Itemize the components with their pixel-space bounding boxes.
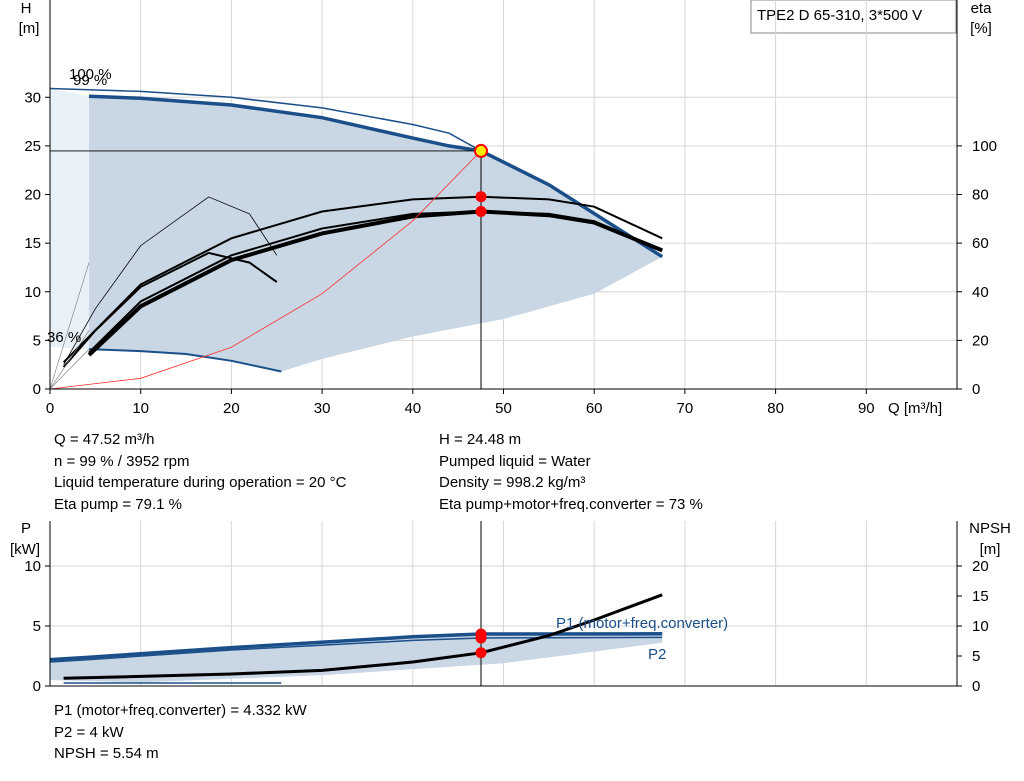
h-tick-label: 30 xyxy=(24,89,41,106)
q-tick-label: 80 xyxy=(767,400,784,417)
title-box-text: TPE2 D 65-310, 3*500 V xyxy=(757,7,922,24)
p2-series-label: P2 xyxy=(648,646,666,663)
low-flow-area xyxy=(50,88,90,350)
upper-curves xyxy=(49,87,664,390)
eta-total-point xyxy=(475,206,487,218)
info-density: Density = 998.2 kg/m³ xyxy=(439,474,586,491)
p-axis-label: P xyxy=(21,520,31,537)
eta-tick-label: 20 xyxy=(972,332,989,349)
npsh-tick-label: 15 xyxy=(972,588,989,605)
q-tick-label: 0 xyxy=(46,400,54,417)
eta-axis-label: eta xyxy=(971,0,993,17)
origin-guide-line xyxy=(49,262,90,390)
q-tick-label: 30 xyxy=(314,400,331,417)
h-tick-label: 25 xyxy=(24,138,41,155)
q-tick-label: 50 xyxy=(495,400,512,417)
eta-curve-36-thin xyxy=(63,196,278,365)
title-box: TPE2 D 65-310, 3*500 V xyxy=(750,0,957,34)
curve-label-99: 99 % xyxy=(73,72,107,89)
p-tick-label: 5 xyxy=(33,618,41,635)
p2-curve xyxy=(49,636,663,663)
q-tick-label: 20 xyxy=(223,400,240,417)
lower-plot: 0 5 10 0 5 10 15 20 P [kW] NPSH [m] P1 (motor+f… xyxy=(10,520,1011,695)
p-tick-label: 0 xyxy=(33,678,41,695)
info-flow: Q = 47.52 m³/h xyxy=(54,431,155,448)
upper-plot: 0 10 20 30 40 50 60 70 80 90 0 5 10 15 20 25 30 0 20 40 60 80… xyxy=(19,0,997,417)
h-tick-label: 5 xyxy=(33,332,41,349)
eta-tick-label: 40 xyxy=(972,284,989,301)
curve-label-100: 100 % xyxy=(69,66,112,83)
duty-point xyxy=(474,143,489,158)
npsh-tick-label: 0 xyxy=(972,678,980,695)
qh-curve-99 xyxy=(88,94,664,259)
eta-axis-unit: [%] xyxy=(970,20,992,37)
info-right: H = 24.48 m Pumped liquid = Water Densit… xyxy=(439,429,703,515)
p-axis-unit: [kW] xyxy=(10,541,40,558)
info-speed: n = 99 % / 3952 rpm xyxy=(54,452,190,470)
info-liquid: Pumped liquid = Water xyxy=(439,452,591,470)
qh-curve-36 xyxy=(88,348,282,373)
eta-tick-label: 0 xyxy=(972,381,980,398)
operating-area xyxy=(50,88,663,372)
npsh-curve xyxy=(63,593,663,680)
q-tick-label: 70 xyxy=(677,400,694,417)
info-left: Q = 47.52 m³/h n = 99 % / 3952 rpm Liqui… xyxy=(54,429,346,515)
p-tick-label: 10 xyxy=(24,558,41,575)
eta-tick-label: 100 xyxy=(972,138,997,155)
eta-tick-label: 80 xyxy=(972,187,989,204)
h-axis-label: H xyxy=(21,0,32,17)
npsh-tick-label: 5 xyxy=(972,648,980,665)
upper-axes: 0 10 20 30 40 50 60 70 80 90 0 5 10 15 20 25 30 0 20 40 60 80… xyxy=(24,0,997,417)
p1-series-label: P1 (motor+freq.converter) xyxy=(556,615,728,632)
info-p1: P1 (motor+freq.converter) = 4.332 kW xyxy=(54,702,307,719)
lower-curves xyxy=(49,521,663,686)
eta-pump-curve-100 xyxy=(62,195,663,364)
npsh-point xyxy=(475,647,487,659)
q-tick-label: 90 xyxy=(858,400,875,417)
system-curve xyxy=(49,150,482,390)
info-p2: P2 = 4 kW xyxy=(54,723,124,741)
lower-axes: 0 5 10 0 5 10 15 20 xyxy=(24,521,989,695)
curve-label-36: 36 % xyxy=(47,329,81,346)
npsh-axis-unit: [m] xyxy=(980,541,1001,558)
q-tick-label: 10 xyxy=(132,400,149,417)
p1-curve xyxy=(49,632,663,662)
p2-point xyxy=(475,632,487,644)
info-eta-pump: Eta pump = 79.1 % xyxy=(54,495,182,513)
h-axis-unit: [m] xyxy=(19,20,40,37)
h-tick-label: 10 xyxy=(24,284,41,301)
info-head: H = 24.48 m xyxy=(439,431,522,448)
eta-tick-label: 60 xyxy=(972,235,989,252)
eta-total-curve xyxy=(87,209,663,357)
info-temperature: Liquid temperature during operation = 20… xyxy=(54,474,347,491)
origin-guide-line xyxy=(49,348,90,390)
operating-area-fill xyxy=(89,96,663,372)
npsh-tick-label: 20 xyxy=(972,558,989,575)
eta-curve-36 xyxy=(62,251,278,368)
npsh-tick-label: 10 xyxy=(972,618,989,635)
h-tick-label: 15 xyxy=(24,235,41,252)
q-tick-label: 40 xyxy=(404,400,421,417)
h-tick-label: 0 xyxy=(33,381,41,398)
origin-guide-line xyxy=(49,330,90,390)
info-npsh: NPSH = 5.54 m xyxy=(54,745,159,762)
info-bottom: P1 (motor+freq.converter) = 4.332 kW P2 … xyxy=(54,700,307,765)
eta-pump-point xyxy=(475,191,487,203)
info-eta-total: Eta pump+motor+freq.converter = 73 % xyxy=(439,495,703,513)
q-axis-label: Q [m³/h] xyxy=(888,400,942,417)
h-tick-label: 20 xyxy=(24,187,41,204)
npsh-axis-label: NPSH xyxy=(969,520,1011,537)
q-tick-label: 60 xyxy=(586,400,603,417)
